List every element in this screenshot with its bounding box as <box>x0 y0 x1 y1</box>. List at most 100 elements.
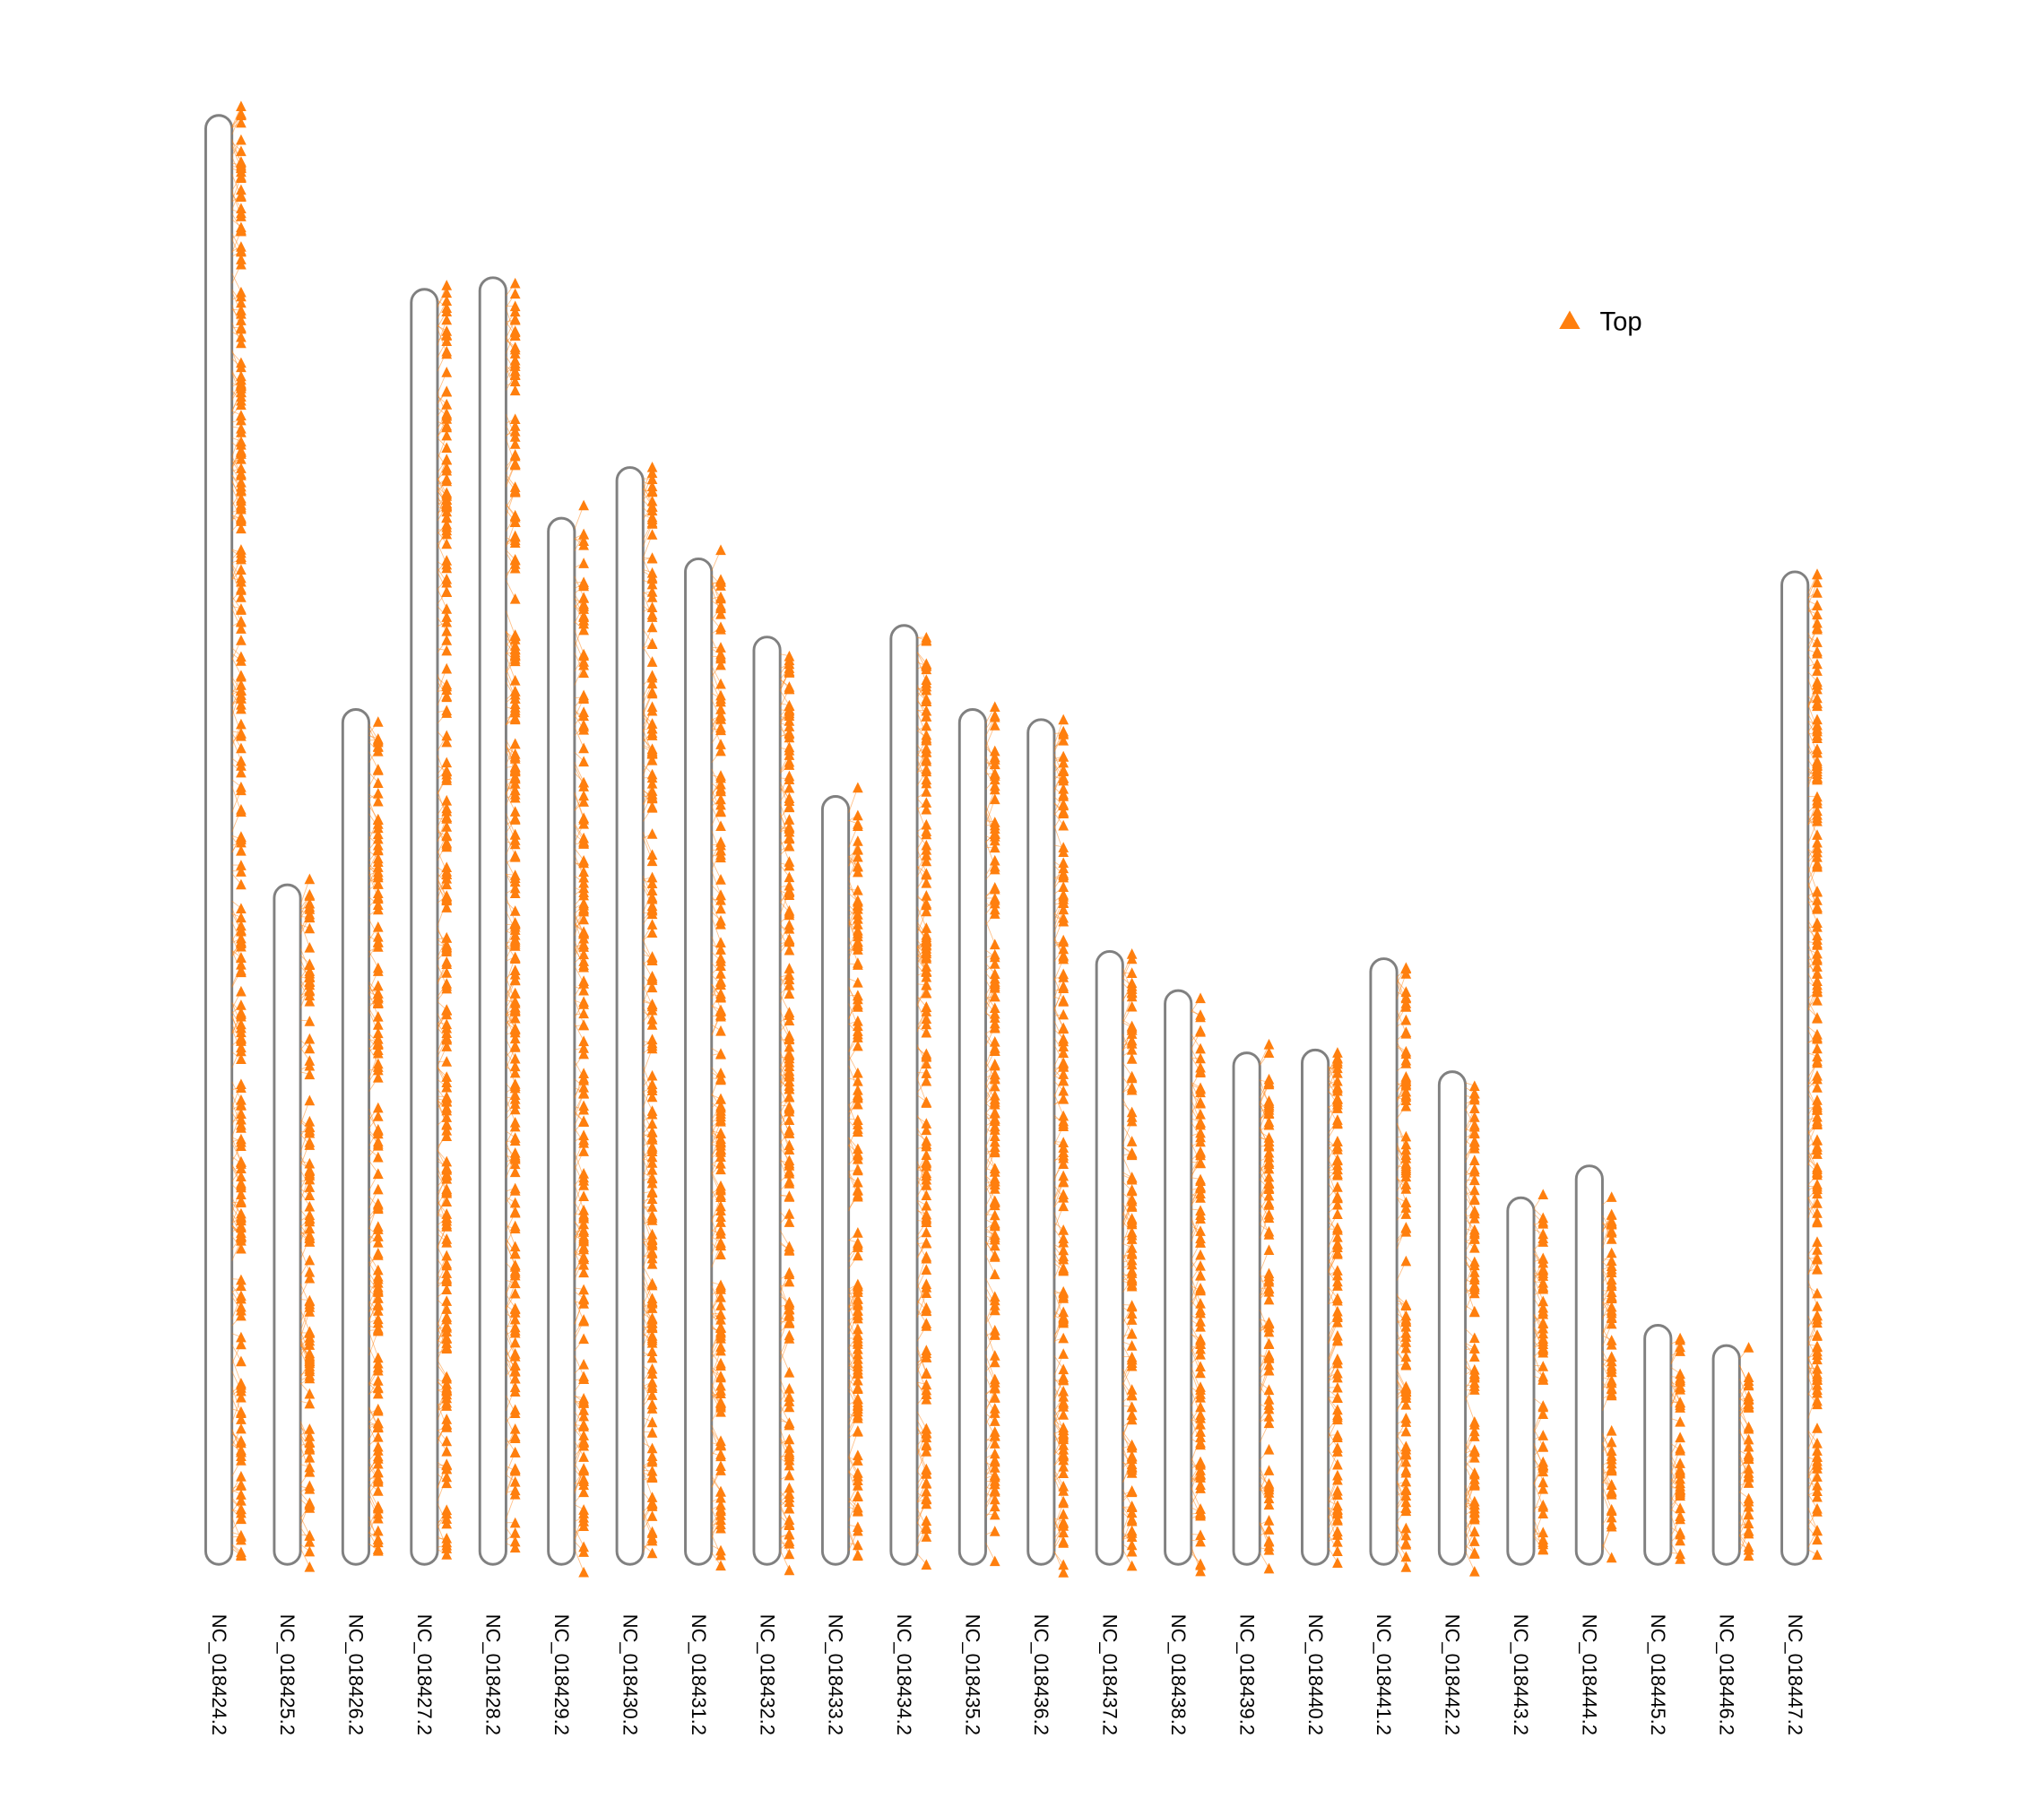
marker-triangle <box>646 501 658 512</box>
marker-triangle <box>236 1382 247 1393</box>
marker-triangle <box>372 741 384 752</box>
chromosome-NC_018432.2[interactable] <box>752 636 795 1576</box>
chromosome-NC_018435.2[interactable] <box>957 701 1000 1567</box>
marker-connector <box>711 870 722 895</box>
marker-triangle <box>236 1163 247 1173</box>
marker-triangle <box>236 623 247 634</box>
marker-triangle <box>921 753 932 765</box>
marker-triangle <box>1195 992 1206 1004</box>
marker-triangle <box>1195 1042 1206 1054</box>
marker-triangle <box>236 1274 247 1285</box>
chromosome-body <box>684 557 714 1566</box>
marker-triangle <box>509 1542 521 1553</box>
chromosome-NC_018431.2[interactable] <box>684 544 726 1571</box>
marker-triangle <box>989 882 1000 893</box>
marker-triangle <box>236 806 247 817</box>
marker-connector <box>231 1081 242 1100</box>
marker-triangle <box>646 1013 658 1025</box>
marker-triangle <box>578 1504 589 1515</box>
marker-triangle <box>646 1376 658 1388</box>
chromosome-NC_018438.2[interactable] <box>1164 989 1206 1577</box>
marker-triangle <box>236 1310 247 1321</box>
marker-triangle <box>441 956 453 967</box>
chromosome-NC_018424.2[interactable] <box>204 100 247 1566</box>
marker-triangle <box>1126 1450 1138 1461</box>
marker-triangle <box>989 1350 1000 1361</box>
marker-triangle <box>853 1374 863 1386</box>
marker-triangle <box>236 784 247 796</box>
marker-triangle <box>441 1463 453 1475</box>
marker-triangle <box>509 448 521 460</box>
marker-triangle <box>715 608 726 619</box>
marker-connector <box>231 601 242 622</box>
marker-triangle <box>853 1398 863 1410</box>
marker-triangle <box>646 1336 658 1348</box>
marker-triangle <box>646 722 658 734</box>
marker-triangle <box>441 1250 453 1261</box>
marker-triangle <box>715 1249 726 1259</box>
marker-triangle <box>441 1258 453 1269</box>
marker-triangles <box>1263 1038 1275 1574</box>
marker-triangle <box>784 1216 795 1227</box>
marker-triangle <box>784 715 795 726</box>
chromosome-NC_018428.2[interactable] <box>478 276 521 1566</box>
chromosome-NC_018425.2[interactable] <box>273 873 316 1572</box>
marker-triangle <box>989 990 1000 1001</box>
marker-triangle <box>578 781 589 791</box>
chromosome-NC_018437.2[interactable] <box>1095 948 1138 1571</box>
marker-triangle <box>441 757 453 768</box>
marker-triangle <box>921 1140 932 1152</box>
marker-triangle <box>441 1295 453 1306</box>
marker-triangle <box>1195 1418 1206 1430</box>
chromosome-NC_018439.2[interactable] <box>1232 1038 1275 1574</box>
chromosome-NC_018426.2[interactable] <box>341 708 384 1566</box>
marker-triangle <box>304 995 316 1007</box>
marker-triangle <box>236 952 247 963</box>
marker-triangle <box>236 1122 247 1133</box>
marker-connector <box>574 1463 585 1479</box>
marker-triangle <box>509 835 521 845</box>
marker-triangle <box>921 922 932 933</box>
marker-triangle <box>784 1433 795 1445</box>
marker-connector <box>985 920 996 945</box>
marker-triangle <box>578 1371 589 1382</box>
marker-triangle <box>646 1442 658 1454</box>
marker-triangle <box>853 1032 863 1042</box>
marker-triangle <box>509 1052 521 1064</box>
marker-triangle <box>509 1012 521 1024</box>
marker-triangle <box>1126 1043 1138 1055</box>
marker-triangle <box>441 869 453 879</box>
marker-triangle <box>441 1341 453 1353</box>
marker-triangle <box>715 1005 726 1016</box>
marker-triangle <box>578 959 589 971</box>
marker-connector <box>1191 1087 1201 1114</box>
marker-connector <box>916 1309 927 1324</box>
marker-triangle <box>1195 1025 1206 1037</box>
marker-triangle <box>646 871 658 883</box>
marker-triangle <box>578 1174 589 1186</box>
marker-triangle <box>646 601 658 613</box>
chromosome-NC_018430.2[interactable] <box>615 461 658 1566</box>
marker-triangle <box>646 1034 658 1045</box>
marker-triangle <box>921 1167 932 1179</box>
marker-triangle <box>1058 862 1070 874</box>
marker-triangle <box>1126 1229 1138 1241</box>
marker-triangle <box>509 413 521 425</box>
chromosome-NC_018434.2[interactable] <box>889 624 932 1570</box>
chromosome-NC_018427.2[interactable] <box>410 280 453 1566</box>
marker-triangle <box>646 885 658 895</box>
marker-triangle <box>372 1285 384 1296</box>
marker-triangle <box>921 1050 932 1061</box>
marker-triangle <box>304 1272 316 1284</box>
marker-triangle <box>715 1439 726 1450</box>
chromosome-NC_018433.2[interactable] <box>820 782 863 1566</box>
marker-triangle <box>1195 1086 1206 1098</box>
chromosome-NC_018429.2[interactable] <box>547 499 589 1578</box>
marker-triangle <box>921 797 932 808</box>
chromosome-NC_018436.2[interactable] <box>1026 714 1070 1578</box>
marker-triangle <box>784 1041 795 1052</box>
marker-triangle <box>989 780 1000 791</box>
marker-triangle <box>1058 807 1070 818</box>
marker-triangle <box>304 1545 316 1557</box>
marker-triangle <box>509 882 521 894</box>
